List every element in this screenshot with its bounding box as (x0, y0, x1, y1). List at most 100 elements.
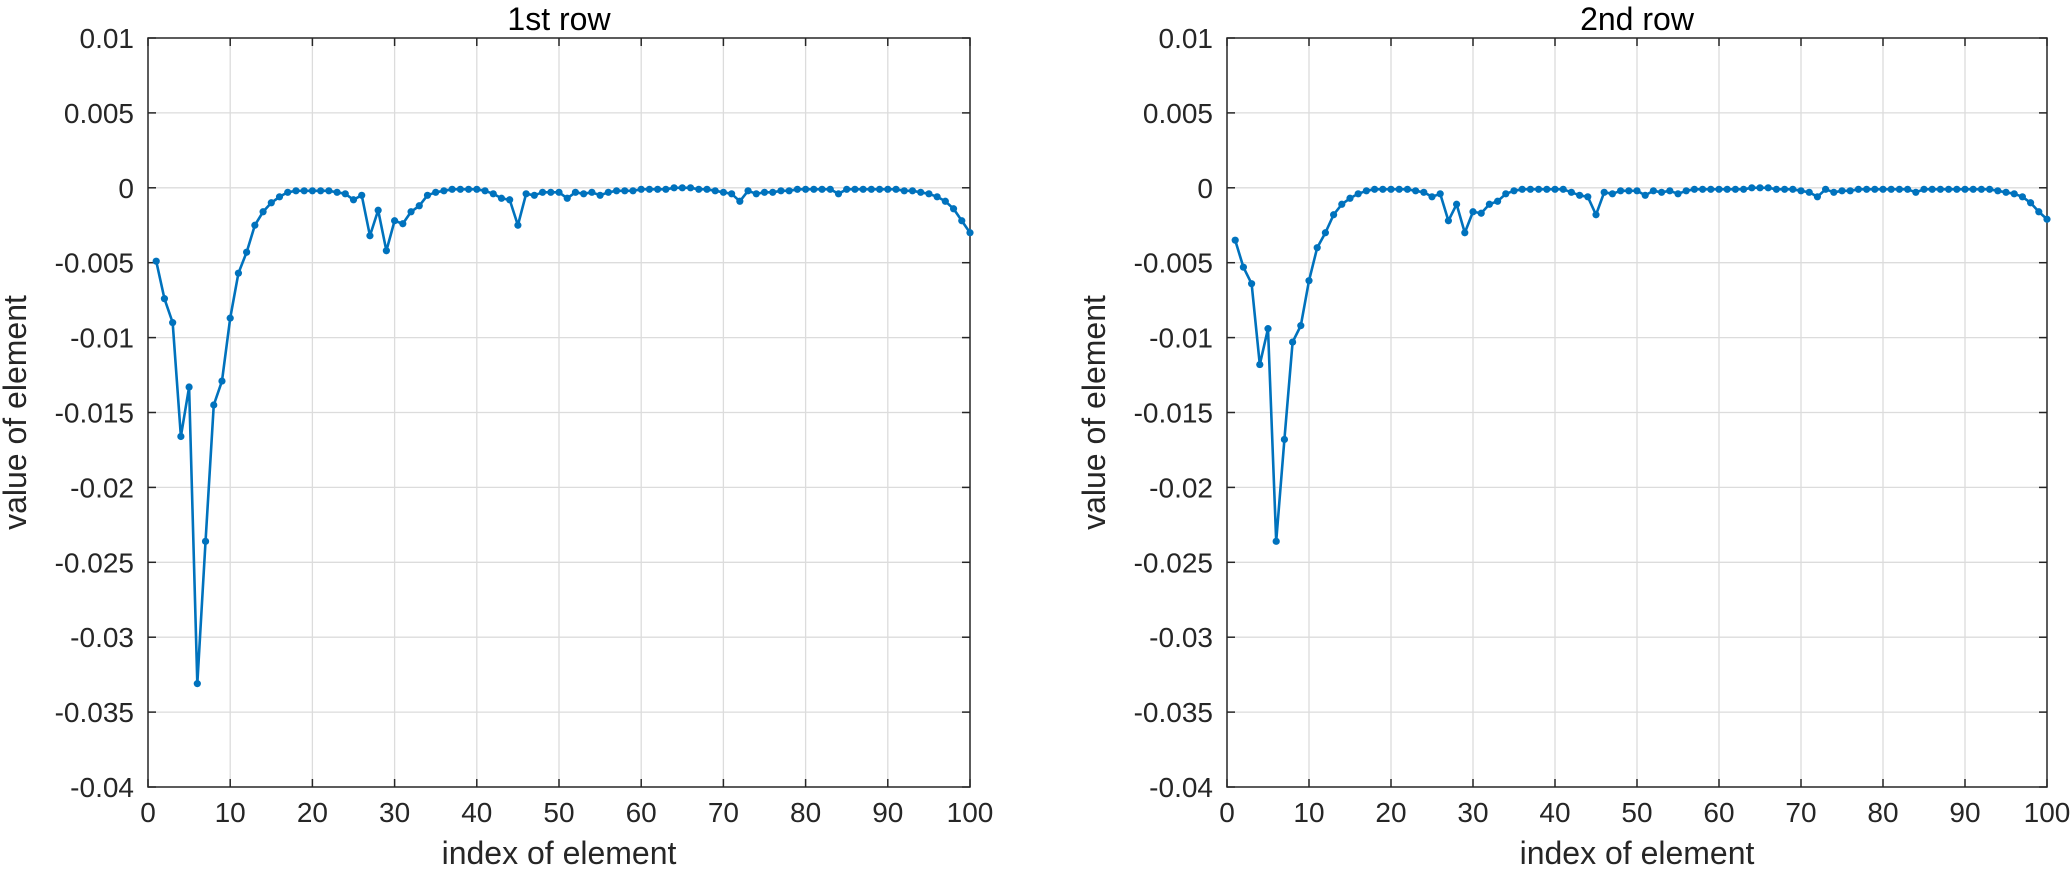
data-point (1912, 188, 1920, 196)
data-point (1485, 200, 1493, 208)
data-point (818, 185, 826, 193)
data-point (1543, 185, 1551, 193)
data-point (366, 232, 374, 240)
data-point (185, 383, 193, 391)
chart-panel-2: 0 10 20 30 40 50 60 70 80 90 100 -0.04 -0.035 -0.03 -0… (1076, 1, 2070, 871)
data-point (884, 185, 892, 193)
data-point (933, 193, 941, 201)
data-point (349, 196, 358, 204)
data-point (218, 377, 226, 385)
data-point (1945, 185, 1953, 193)
data-point (1871, 185, 1879, 193)
data-point (243, 248, 251, 256)
data-point (1600, 188, 1608, 196)
data-point (900, 187, 908, 195)
data-point (1813, 193, 1821, 201)
data-point (1879, 185, 1887, 193)
data-point (358, 191, 366, 199)
x-tick-label: 90 (1949, 797, 1980, 828)
data-point (834, 190, 843, 198)
data-point (234, 269, 243, 277)
data-point (1379, 185, 1387, 193)
data-point (1682, 187, 1690, 195)
data-point (226, 314, 234, 322)
data-point (777, 187, 785, 195)
data-point (423, 191, 432, 199)
data-point (1559, 185, 1567, 193)
data-point (522, 190, 530, 198)
data-point (596, 191, 604, 199)
data-point (1731, 185, 1739, 193)
data-point (604, 188, 612, 196)
data-point (686, 184, 695, 192)
y-tick-label: 0.005 (64, 98, 134, 129)
data-point (514, 221, 522, 229)
x-tick-label: 50 (543, 797, 574, 828)
data-point (580, 190, 588, 198)
y-tick-label: -0.035 (55, 697, 134, 728)
data-point (1641, 191, 1649, 199)
series-line (154, 186, 972, 685)
data-point (892, 185, 900, 193)
y-tick-label: 0.01 (80, 23, 135, 54)
data-point (177, 432, 185, 441)
data-point (703, 185, 711, 193)
data-point (259, 208, 267, 216)
data-point (1977, 185, 1985, 193)
data-point (621, 187, 629, 195)
data-point (1633, 187, 1641, 195)
data-point (629, 187, 637, 195)
data-point (851, 185, 859, 193)
data-point (1412, 187, 1420, 195)
data-point (300, 187, 308, 195)
data-point (341, 190, 349, 198)
data-point (637, 185, 645, 193)
y-tick-label: -0.015 (1134, 398, 1213, 429)
x-tick-label: 40 (461, 797, 492, 828)
y-tick-label: -0.03 (1149, 622, 1213, 653)
data-point (2010, 190, 2018, 198)
data-point (1346, 194, 1354, 202)
data-point (1953, 185, 1961, 193)
data-point (826, 185, 834, 193)
data-point (506, 196, 514, 204)
x-tick-label: 90 (872, 797, 903, 828)
data-point (612, 187, 621, 195)
y-tick-label: -0.015 (55, 398, 134, 429)
x-tick-label: 70 (1785, 797, 1816, 828)
data-point (2043, 215, 2051, 223)
data-point (1280, 435, 1288, 444)
y-tick-label: -0.03 (70, 622, 134, 653)
y-tick-label: -0.01 (1149, 323, 1213, 354)
data-point (958, 217, 966, 225)
data-point (662, 185, 670, 193)
data-point (1395, 185, 1403, 193)
data-point (1748, 184, 1756, 192)
data-point (1248, 280, 1256, 288)
data-point (1526, 185, 1534, 193)
x-tick-label: 50 (1621, 797, 1652, 828)
y-tick-label: 0 (118, 173, 134, 204)
data-point (2035, 208, 2043, 216)
chart-panel-1: 0 10 20 30 40 50 60 70 80 90 100 -0.04 -0.035 -0.03 -0… (0, 1, 993, 871)
data-point (843, 185, 851, 193)
data-point (1387, 185, 1395, 193)
x-tick-label: 80 (790, 797, 821, 828)
data-point (415, 202, 423, 210)
data-point (1838, 187, 1846, 195)
data-point (1928, 185, 1936, 193)
data-point (1256, 360, 1264, 369)
data-point (1239, 263, 1247, 271)
y-tick-label: -0.005 (1134, 248, 1213, 279)
data-point (1961, 185, 1969, 193)
chart-title: 1st row (507, 1, 611, 37)
data-point (859, 185, 867, 193)
data-point (160, 295, 169, 303)
data-point (1535, 185, 1543, 193)
data-point (1567, 188, 1575, 196)
data-point (325, 187, 333, 195)
data-point (193, 680, 201, 688)
y-tick-label: -0.025 (55, 547, 134, 578)
data-point (654, 185, 662, 193)
